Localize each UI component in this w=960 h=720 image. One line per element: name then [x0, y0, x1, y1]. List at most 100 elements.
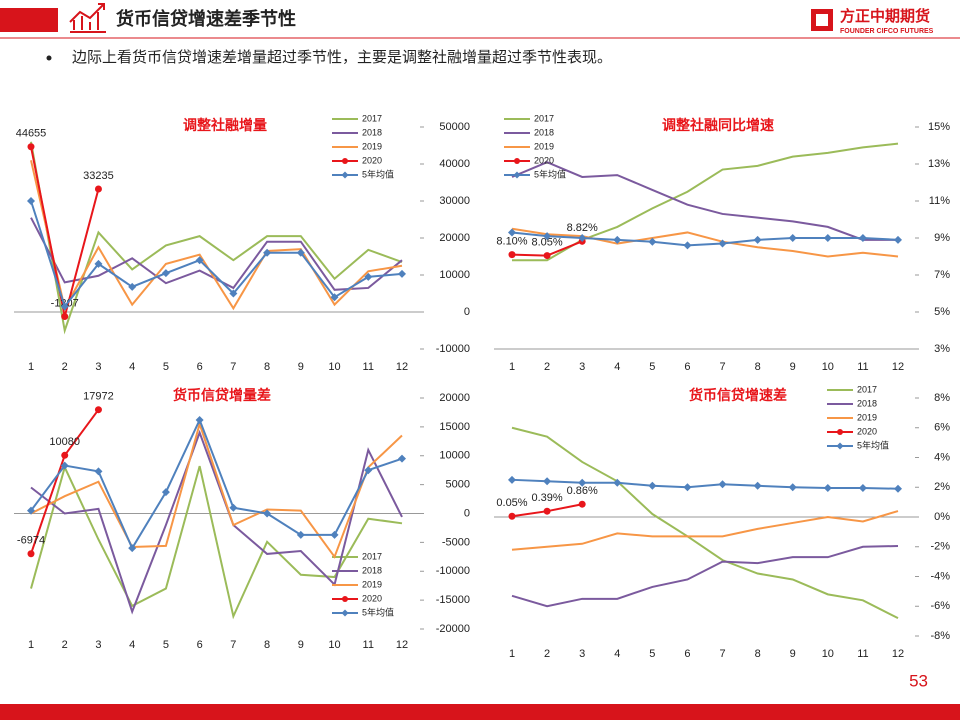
point-marker: [578, 478, 587, 487]
x-tick-label: 5: [649, 361, 655, 373]
x-tick-label: 11: [363, 639, 374, 651]
x-tick-label: 6: [684, 648, 690, 660]
y-tick-label: -10000: [436, 565, 470, 577]
legend-marker: [341, 171, 349, 179]
point-marker: [683, 483, 692, 492]
data-label: 17972: [83, 391, 114, 403]
legend-label: 2017: [362, 113, 382, 123]
x-tick-label: 7: [719, 648, 725, 660]
legend-label: 2017: [362, 551, 382, 561]
legend-marker: [341, 609, 349, 617]
point-marker: [229, 289, 238, 298]
point-marker: [27, 506, 35, 515]
legend-label: 2020: [362, 593, 382, 603]
x-tick-label: 1: [509, 361, 515, 373]
point-marker: [60, 461, 69, 470]
point-marker: [398, 269, 406, 278]
legend-label: 2017: [534, 113, 554, 123]
y-tick-label: 5%: [934, 306, 950, 318]
x-tick-label: 7: [719, 361, 725, 373]
point-marker: [229, 503, 238, 512]
y-tick-label: 7%: [934, 269, 950, 281]
data-label: 8.82%: [567, 222, 598, 234]
bullet-dot: [46, 55, 52, 61]
y-tick-label: 4%: [934, 451, 950, 463]
legend-label: 2018: [362, 565, 382, 575]
y-tick-label: 30000: [439, 195, 470, 207]
point-marker: [61, 312, 69, 320]
data-label: 0.05%: [496, 497, 527, 509]
x-tick-label: 9: [790, 361, 796, 373]
chart-title: 调整社融同比增速: [662, 117, 774, 134]
series-line: [511, 161, 898, 241]
legend-label: 2020: [857, 426, 877, 436]
legend-label: 2019: [857, 412, 877, 422]
x-tick-label: 9: [790, 648, 796, 660]
y-tick-label: 8%: [934, 392, 950, 404]
series-line: [30, 141, 403, 335]
y-tick-label: -2%: [930, 541, 950, 553]
series-line: [511, 231, 899, 247]
point-marker: [296, 530, 305, 539]
y-tick-label: 50000: [439, 121, 470, 133]
x-tick-label: 11: [857, 648, 868, 660]
point-marker: [648, 481, 657, 490]
y-tick-label: 20000: [439, 232, 470, 244]
point-marker: [263, 509, 272, 518]
y-tick-label: 2%: [934, 481, 950, 493]
x-tick-label: 2: [544, 361, 550, 373]
point-marker: [398, 454, 406, 463]
point-marker: [27, 143, 35, 151]
point-marker: [718, 239, 727, 248]
point-marker: [578, 500, 586, 508]
series-line: [511, 227, 899, 258]
point-marker: [648, 237, 657, 246]
x-tick-label: 5: [649, 648, 655, 660]
y-tick-label: 10000: [439, 269, 470, 281]
chart-title: 调整社融增量: [183, 117, 267, 134]
point-marker: [508, 251, 516, 259]
legend-label: 2019: [534, 141, 554, 151]
data-label: 8.05%: [531, 236, 562, 248]
x-tick-label: 6: [684, 361, 690, 373]
x-tick-label: 1: [509, 648, 515, 660]
logo-subtitle: FOUNDER CIFCO FUTURES: [840, 28, 934, 35]
series-line: [511, 510, 899, 551]
x-tick-label: 9: [298, 361, 304, 373]
x-tick-label: 4: [614, 361, 620, 373]
x-tick-label: 4: [614, 648, 620, 660]
x-tick-label: 8: [755, 361, 761, 373]
point-marker: [128, 282, 137, 291]
chart-title: 货币信贷增量差: [172, 387, 271, 404]
point-marker: [894, 484, 902, 493]
y-tick-label: -15000: [436, 594, 470, 606]
point-marker: [161, 269, 170, 278]
x-tick-label: 12: [396, 639, 408, 651]
header-icon: [69, 3, 106, 33]
x-tick-label: 3: [579, 361, 585, 373]
point-marker: [330, 530, 339, 539]
x-tick-label: 4: [129, 639, 135, 651]
y-tick-label: 0: [464, 306, 470, 318]
point-marker: [161, 488, 170, 497]
x-tick-label: 8: [755, 648, 761, 660]
point-marker: [508, 228, 516, 237]
legend-marker: [836, 442, 844, 450]
y-tick-label: 13%: [928, 158, 950, 170]
legend-label: 2019: [362, 579, 382, 589]
legend-label: 2017: [857, 384, 877, 394]
y-tick-label: -6%: [930, 600, 950, 612]
x-tick-label: 2: [62, 639, 68, 651]
legend-label: 2018: [534, 127, 554, 137]
series-line: [512, 142, 899, 262]
series-line: [30, 464, 403, 620]
legend-label: 5年均值: [362, 606, 394, 617]
x-tick-label: 1: [28, 639, 34, 651]
y-tick-label: -8%: [930, 630, 950, 642]
data-label: 8.10%: [496, 236, 527, 248]
x-tick-label: 12: [892, 361, 904, 373]
x-tick-label: 3: [579, 648, 585, 660]
legend-marker: [342, 596, 348, 602]
point-marker: [508, 512, 516, 520]
